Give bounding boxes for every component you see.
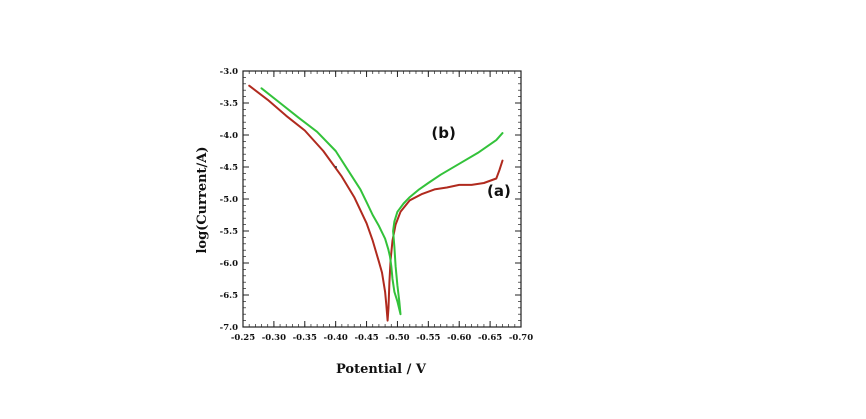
- x-tick-label: -0.60: [447, 333, 471, 343]
- y-tick-label: -6.5: [220, 291, 238, 301]
- y-tick-label: -5.5: [220, 227, 238, 237]
- x-tick-label: -0.70: [509, 333, 533, 343]
- stray-dot: [335, 166, 337, 168]
- y-tick-label: -6.0: [220, 259, 238, 269]
- y-tick-label: -5.0: [220, 195, 238, 205]
- y-tick-label: -3.0: [220, 67, 238, 77]
- x-axis-title: Potential / V: [336, 362, 427, 377]
- y-tick-label: -7.0: [220, 323, 238, 333]
- x-tick-label: -0.35: [293, 333, 317, 343]
- plot-frame: [242, 70, 522, 328]
- series-line-b: [260, 87, 504, 316]
- x-tick-label: -0.30: [262, 333, 286, 343]
- y-axis-title: log(Current/A): [195, 146, 210, 253]
- series-label-a: (a): [487, 182, 511, 200]
- x-tick-label: -0.55: [416, 333, 440, 343]
- y-tick-label: -3.5: [220, 99, 238, 109]
- x-tick-label: -0.45: [354, 333, 378, 343]
- series-label-b: (b): [431, 124, 455, 142]
- x-tick-label: -0.50: [385, 333, 409, 343]
- y-tick-label: -4.0: [220, 131, 238, 141]
- x-tick-label: -0.25: [231, 333, 255, 343]
- x-tick-label: -0.65: [478, 333, 502, 343]
- x-tick-label: -0.40: [324, 333, 348, 343]
- y-tick-label: -4.5: [220, 163, 238, 173]
- series-line-a: [248, 84, 504, 322]
